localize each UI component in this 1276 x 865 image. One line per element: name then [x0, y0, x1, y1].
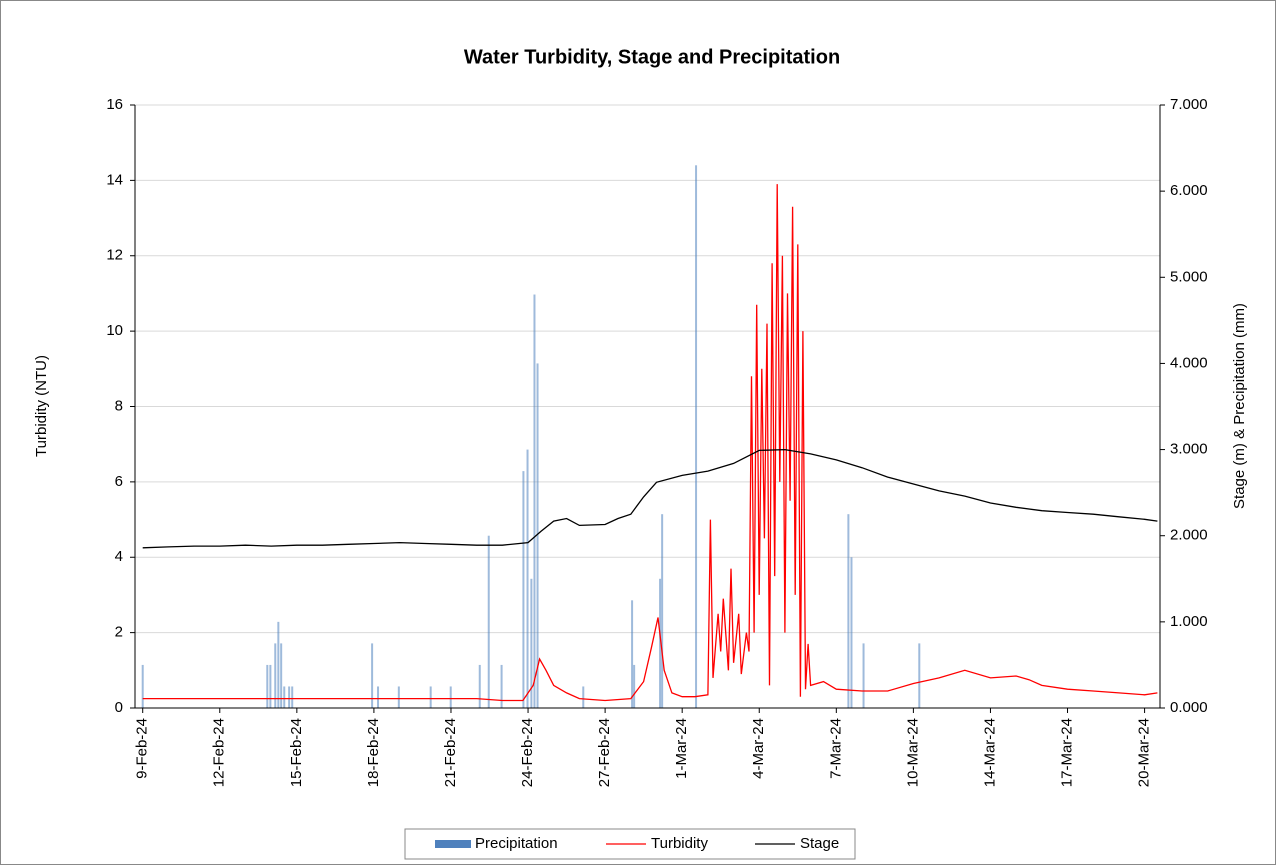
precipitation-bar: [847, 514, 850, 708]
precipitation-bar: [274, 643, 277, 708]
x-tick-label: 4-Mar-24: [750, 718, 767, 779]
y2-tick-label: 6.000: [1170, 182, 1208, 199]
y2-tick-label: 1.000: [1170, 613, 1208, 630]
x-tick-label: 12-Feb-24: [211, 718, 228, 787]
x-tick-label: 24-Feb-24: [519, 718, 536, 787]
precipitation-bar: [918, 643, 921, 708]
precipitation-bar: [397, 686, 400, 708]
y2-tick-label: 5.000: [1170, 268, 1208, 285]
precipitation-bar: [850, 557, 853, 708]
precipitation-bar: [283, 686, 286, 708]
precipitation-bar: [371, 643, 374, 708]
y2-tick-label: 2.000: [1170, 527, 1208, 544]
legend-label: Stage: [800, 835, 839, 852]
x-tick-label: 14-Mar-24: [981, 718, 998, 787]
x-tick-label: 17-Mar-24: [1058, 718, 1075, 787]
y-axis-title: Turbidity (NTU): [33, 355, 50, 457]
x-tick-label: 1-Mar-24: [673, 718, 690, 779]
y-tick-label: 2: [115, 624, 123, 641]
precipitation-bar: [449, 686, 452, 708]
precipitation-bar: [291, 686, 294, 708]
y2-axis-title: Stage (m) & Precipitation (mm): [1231, 303, 1248, 509]
precipitation-bar: [659, 578, 662, 708]
precipitation-bar: [633, 664, 636, 708]
x-tick-label: 21-Feb-24: [442, 718, 459, 787]
precipitation-bar: [429, 686, 432, 708]
precipitation-bar: [487, 535, 490, 708]
x-tick-label: 18-Feb-24: [365, 718, 382, 787]
precipitation-bar: [582, 686, 585, 708]
turbidity-line: [142, 184, 1158, 702]
precipitation-bar: [536, 363, 539, 708]
y2-tick-label: 7.000: [1170, 96, 1208, 113]
precipitation-bar: [280, 643, 283, 708]
precipitation-bar: [141, 664, 144, 708]
y-tick-label: 4: [115, 548, 123, 565]
x-tick-label: 20-Mar-24: [1136, 718, 1153, 787]
y-tick-label: 8: [115, 397, 123, 414]
stage-line: [142, 448, 1158, 549]
precipitation-bar: [526, 449, 529, 708]
precipitation-bar: [661, 514, 664, 708]
chart-title: Water Turbidity, Stage and Precipitation: [464, 46, 840, 68]
x-tick-label: 27-Feb-24: [596, 718, 613, 787]
x-tick-label: 15-Feb-24: [288, 718, 305, 787]
precipitation-bar: [522, 471, 525, 708]
y-tick-label: 16: [106, 96, 123, 113]
y-tick-label: 10: [106, 322, 123, 339]
precipitation-bar: [533, 294, 536, 708]
precipitation-bar: [269, 664, 272, 708]
x-tick-label: 7-Mar-24: [827, 718, 844, 779]
precipitation-bar: [288, 686, 291, 708]
precipitation-bar: [277, 621, 280, 708]
x-tick-label: 9-Feb-24: [134, 718, 151, 779]
legend-label: Precipitation: [475, 835, 558, 852]
y-tick-label: 6: [115, 473, 123, 490]
precipitation-bar: [530, 578, 533, 708]
precipitation-bar: [631, 600, 634, 708]
precipitation-bar: [500, 664, 503, 708]
y-tick-label: 0: [115, 699, 123, 716]
y2-tick-label: 0.000: [1170, 699, 1208, 716]
precipitation-bar: [862, 643, 865, 708]
precipitation-bar: [478, 664, 481, 708]
y2-tick-label: 4.000: [1170, 354, 1208, 371]
precipitation-bar: [377, 686, 380, 708]
legend-swatch: [435, 840, 471, 848]
x-tick-label: 10-Mar-24: [904, 718, 921, 787]
y-tick-label: 14: [106, 171, 123, 188]
legend-label: Turbidity: [651, 835, 708, 852]
precipitation-bar: [266, 664, 269, 708]
precipitation-bar: [695, 165, 698, 709]
y-tick-label: 12: [106, 247, 123, 264]
y2-tick-label: 3.000: [1170, 441, 1208, 458]
